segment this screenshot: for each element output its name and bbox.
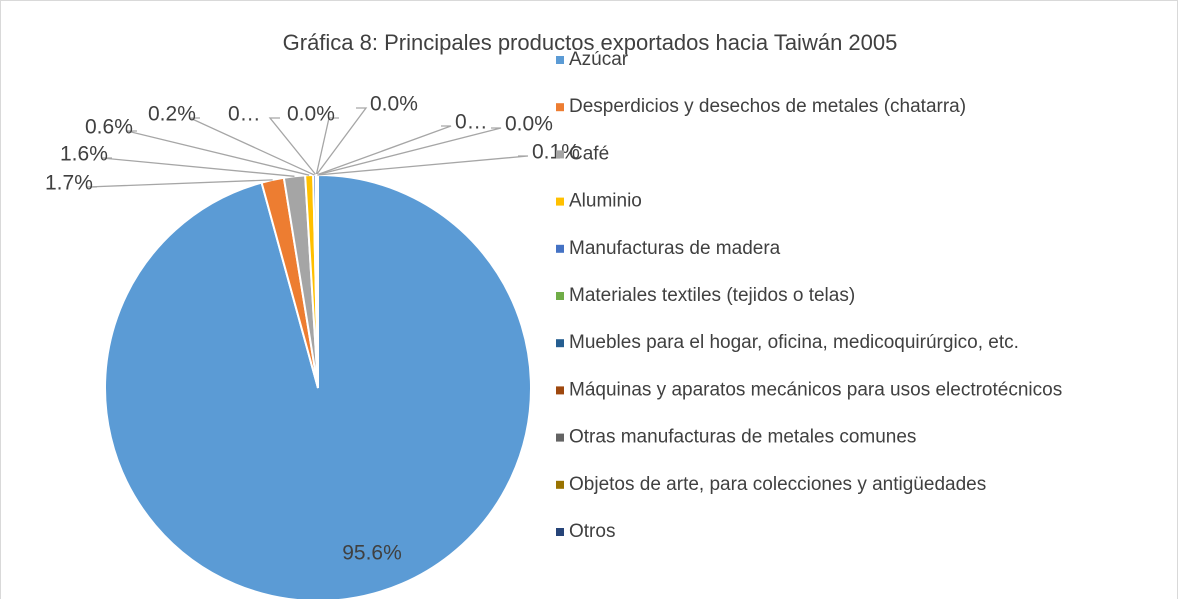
legend-swatch [556,244,564,253]
leader-line [86,179,273,188]
pie-slice [315,173,319,389]
leader-line [315,117,339,176]
leader-line [316,127,502,176]
leader-line [317,155,529,176]
data-label: 0.6% [85,116,133,139]
legend-label: Otros [569,521,615,542]
leader-line [316,125,452,176]
legend-label: Café [569,143,609,164]
legend-swatch [556,528,564,536]
legend-swatch [556,433,564,442]
leader-line [268,117,317,176]
legend-swatch [556,197,564,206]
legend-swatch [556,339,564,348]
legend-swatch [556,480,564,489]
legend-label: Muebles para el hogar, oficina, medicoqu… [569,332,1019,353]
legend-swatch [556,292,564,300]
legend-label: Manufacturas de madera [569,238,781,259]
data-label: 0.2% [148,103,196,126]
legend-label: Máquinas y aparatos mecánicos para usos … [569,379,1062,400]
data-label: 0… [455,111,488,134]
legend-swatch [556,56,564,64]
data-label: 0.0% [287,103,335,126]
leader-line [315,107,368,176]
legend-swatch [556,150,564,159]
legend-label: Objetos de arte, para colecciones y anti… [569,474,986,495]
pie-slice [104,173,532,599]
legend-label: Materiales textiles (tejidos o telas) [569,285,855,306]
data-label: 0.0% [505,113,553,136]
data-label: 1.7% [45,172,93,195]
legend-label: Desperdicios y desechos de metales (chat… [569,96,966,117]
leader-line [101,157,295,177]
leader-line [126,130,310,176]
data-label: 0… [228,103,261,126]
data-label: 0.1% [532,141,580,164]
legend-label: Aluminio [569,191,642,212]
legend-label: Azúcar [569,49,629,70]
legend-label: Otras manufacturas de metales comunes [569,427,916,448]
data-label: 0.0% [370,93,418,116]
legend-swatch [556,103,564,112]
leader-line [189,117,315,176]
data-label: 1.6% [60,143,108,166]
legend-swatch [556,386,564,395]
data-label: 95.6% [342,542,402,565]
chart-title: Gráfica 8: Principales productos exporta… [283,30,898,55]
